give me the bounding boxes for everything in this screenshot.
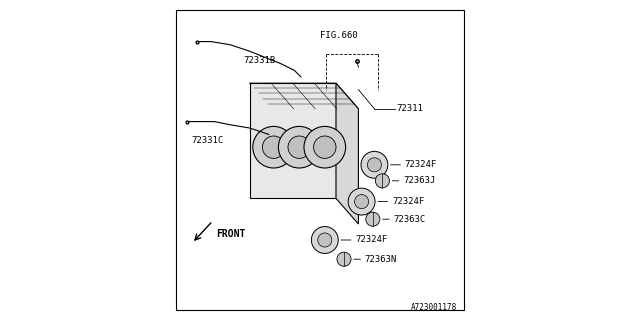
Circle shape bbox=[314, 136, 336, 158]
Circle shape bbox=[367, 158, 381, 172]
Text: 72363C: 72363C bbox=[394, 215, 426, 224]
Circle shape bbox=[253, 126, 294, 168]
Circle shape bbox=[288, 136, 310, 158]
Circle shape bbox=[304, 126, 346, 168]
Circle shape bbox=[355, 195, 369, 209]
Text: FRONT: FRONT bbox=[216, 228, 245, 239]
Text: FIG.660: FIG.660 bbox=[321, 31, 358, 40]
Text: 72311: 72311 bbox=[397, 104, 424, 113]
Text: 72331B: 72331B bbox=[243, 56, 275, 65]
Circle shape bbox=[312, 227, 339, 253]
Text: 72363J: 72363J bbox=[403, 176, 435, 185]
Text: 72324F: 72324F bbox=[392, 197, 424, 206]
Text: 72324F: 72324F bbox=[355, 236, 387, 244]
Circle shape bbox=[366, 212, 380, 226]
Polygon shape bbox=[250, 83, 358, 109]
Circle shape bbox=[348, 188, 375, 215]
Text: A723001178: A723001178 bbox=[412, 303, 458, 312]
Circle shape bbox=[361, 151, 388, 178]
Circle shape bbox=[317, 233, 332, 247]
Polygon shape bbox=[250, 83, 336, 198]
Circle shape bbox=[262, 136, 285, 158]
Text: 72331C: 72331C bbox=[192, 136, 224, 145]
Circle shape bbox=[375, 174, 390, 188]
Text: 72324F: 72324F bbox=[405, 160, 437, 169]
Circle shape bbox=[278, 126, 320, 168]
Circle shape bbox=[337, 252, 351, 266]
Polygon shape bbox=[336, 83, 358, 224]
Text: 72363N: 72363N bbox=[365, 255, 397, 264]
